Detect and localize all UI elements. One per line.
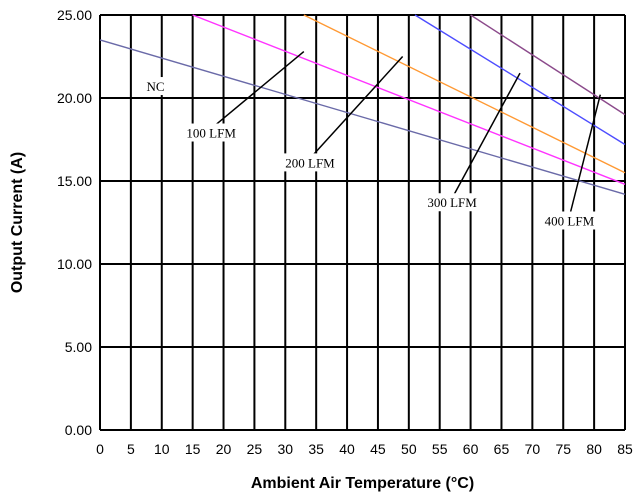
annotation-label: 400 LFM [545, 214, 595, 229]
x-tick-label: 40 [339, 441, 355, 457]
x-axis-title: Ambient Air Temperature (°C) [251, 475, 474, 492]
annotation-leader [309, 55, 404, 159]
x-tick-label: 0 [96, 441, 104, 457]
x-tick-label: 70 [525, 441, 541, 457]
x-tick-label: 45 [370, 441, 386, 457]
series-line-300-lfm [414, 14, 626, 146]
annotation-box [280, 153, 340, 172]
x-tick-label: 60 [463, 441, 479, 457]
x-tick-label: 35 [308, 441, 324, 457]
y-tick-label: 5.00 [65, 339, 92, 355]
x-tick-label: 25 [247, 441, 263, 457]
annotation-box [144, 77, 167, 96]
x-tick-label: 20 [216, 441, 232, 457]
x-tick-label: 75 [555, 441, 571, 457]
x-tick-label: 85 [617, 441, 633, 457]
x-tick-label: 5 [127, 441, 135, 457]
annotation-label: 100 LFM [186, 126, 236, 141]
annotations: NC 100 LFM 200 LFM 300 LFM 400 LFM [144, 50, 602, 230]
grid [99, 14, 626, 431]
annotation-leader [210, 50, 305, 130]
y-axis-title: Output Current (A) [9, 152, 26, 293]
x-tick-label: 80 [586, 441, 602, 457]
annotation-box [422, 193, 482, 212]
tick-labels: 0.00 5.00 10.00 15.00 20.00 25.00 0 5 10 15 20 25 30… [57, 7, 633, 457]
annotation-leader [451, 72, 521, 199]
series-line-400-lfm [470, 14, 626, 116]
annotation-box [539, 211, 599, 230]
series-line-100-lfm [192, 14, 626, 185]
series-lines [99, 14, 626, 195]
annotation-label: 200 LFM [285, 155, 335, 170]
y-tick-label: 20.00 [57, 90, 92, 106]
series-line-nc [99, 39, 626, 195]
x-tick-label: 30 [278, 441, 294, 457]
y-tick-label: 0.00 [65, 422, 92, 438]
series-line-200-lfm [303, 14, 626, 174]
x-tick-label: 55 [432, 441, 448, 457]
x-tick-label: 10 [154, 441, 170, 457]
x-tick-label: 50 [401, 441, 417, 457]
annotation-leader [568, 94, 602, 217]
x-tick-label: 65 [494, 441, 510, 457]
annotation-label: 300 LFM [427, 195, 477, 210]
y-tick-label: 25.00 [57, 7, 92, 23]
annotation-box [181, 123, 241, 142]
annotation-label: NC [147, 79, 165, 94]
y-tick-label: 15.00 [57, 173, 92, 189]
x-tick-label: 15 [185, 441, 201, 457]
y-tick-label: 10.00 [57, 256, 92, 272]
